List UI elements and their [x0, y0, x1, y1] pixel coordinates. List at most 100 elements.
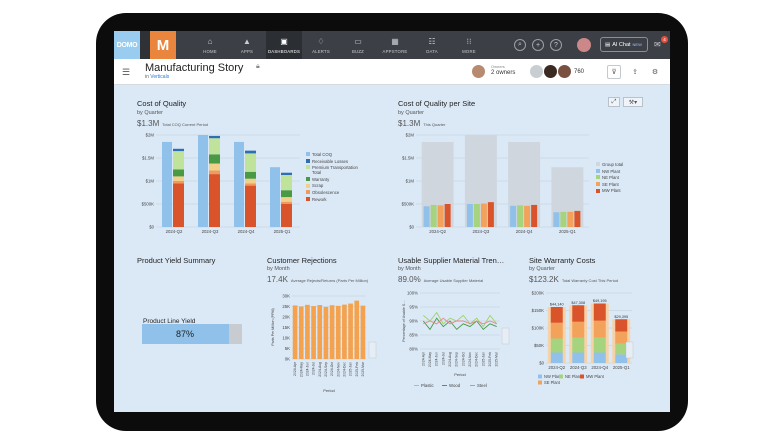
warranty-kpi-caption: Total Warranty Cost This Period [561, 278, 619, 283]
viewer-avatar[interactable] [558, 65, 571, 78]
nav-appstore-icon: ▦ [391, 36, 399, 46]
rejections-y-axis-label: Parts Per Million (PPM) [271, 308, 275, 345]
warranty-bar-segment [615, 343, 628, 355]
coq-subtitle: by Quarter [137, 110, 163, 116]
notifications-icon[interactable]: ✉ [654, 40, 661, 49]
supplier-x-tick-label: 2024-Nov [468, 352, 472, 367]
supplier-x-tick-label: 2024-Apr [421, 351, 425, 366]
rejections-kpi-caption: Average Rejects/Returns (Parts Per Milli… [290, 278, 369, 283]
coq-bar-segment [281, 190, 292, 198]
domo-logo[interactable]: DOMO [114, 31, 140, 59]
nav-item-appstore[interactable]: ▦ APPSTORE [377, 31, 413, 59]
coq-bar-segment [209, 174, 220, 227]
user-avatar[interactable] [577, 38, 591, 52]
coq-bar-total [270, 167, 280, 227]
warranty-bar-segment [615, 319, 628, 332]
legend-item[interactable]: SE Plant [596, 182, 636, 187]
page-title: Manufacturing Story [145, 62, 244, 74]
viewer-avatar[interactable] [544, 65, 557, 78]
viewers-count[interactable]: 760 [574, 69, 585, 75]
rejections-y-tick-label: 10K [282, 336, 290, 341]
coq-bar-total [234, 141, 244, 227]
hamburger-menu-icon[interactable]: ☰ [122, 67, 131, 77]
rejections-x-tick-label: 2024-Oct [330, 362, 334, 376]
warranty-title: Site Warranty Costs [529, 256, 596, 265]
warranty-y-tick-label: $150K [532, 308, 545, 313]
search-icon[interactable]: ⌕ [514, 39, 526, 51]
warranty-total-label: $29,395 [614, 315, 628, 319]
legend-item[interactable]: NE Plant [596, 175, 636, 180]
rejections-x-tick-label: 2025-Feb [355, 362, 359, 377]
coq-bar-segment [245, 150, 256, 154]
top-navigation-bar: DOMO M ⌂ HOME ▲ APPS ▣ DASHBOARDS ♢ ALERTS ▭ BUZZ… [114, 31, 670, 59]
legend-item[interactable]: Group total [596, 162, 636, 167]
legend-item[interactable]: Premium Transportation Total [306, 165, 360, 175]
owners-count[interactable]: 2 owners [491, 70, 516, 76]
warranty-bar-segment [593, 320, 606, 338]
coq-bar-segment [209, 138, 220, 155]
rejections-bar [323, 306, 329, 359]
nav-item-data[interactable]: ☷ DATA [414, 31, 450, 59]
site-bar [423, 206, 430, 227]
legend-label: Total COQ [312, 152, 333, 157]
supplier-x-tick-label: 2025-Feb [488, 352, 492, 367]
add-icon[interactable]: + [532, 39, 544, 51]
warranty-y-tick-label: $200K [532, 291, 545, 296]
nav-buzz-icon: ▭ [354, 36, 362, 46]
rejections-scroll-handle [368, 341, 377, 359]
legend-item[interactable]: Warranty [306, 177, 360, 182]
site-y-tick-label: $500K [402, 202, 415, 207]
site-bar [517, 205, 524, 227]
warranty-bar-segment [572, 321, 585, 338]
coq-site-legend: Group total NW Plant NE Plant SE Plant MW Pl… [596, 162, 636, 195]
site-bar [487, 202, 494, 227]
legend-label: Rework [312, 196, 327, 202]
rejections-bar [305, 304, 310, 359]
legend-item[interactable]: Obsolescence [306, 190, 360, 195]
share-icon[interactable]: ⇪ [632, 69, 638, 76]
supplier-y-tick-label: 80% [409, 347, 418, 352]
nav-item-dashboards[interactable]: ▣ DASHBOARDS [266, 31, 302, 59]
coq-x-tick-label: 2024-Q2 [166, 229, 183, 234]
supplier-x-tick-label: 2024-Jun [435, 352, 439, 366]
nav-item-home[interactable]: ⌂ HOME [192, 31, 228, 59]
warranty-legend-swatch [538, 380, 542, 385]
lock-icon[interactable]: 🔒︎ [256, 63, 260, 70]
legend-swatch [306, 165, 310, 170]
warranty-legend-label: NE Plant [565, 374, 582, 379]
legend-item[interactable]: NW Plant [596, 169, 636, 174]
verticals-link[interactable]: Verticals [150, 74, 170, 80]
nav-item-apps[interactable]: ▲ APPS [229, 31, 265, 59]
in-prefix: in [145, 74, 149, 80]
site-bar [574, 210, 581, 227]
legend-item[interactable]: Total COQ [306, 152, 360, 157]
filter-icon[interactable]: ⊽ [607, 65, 621, 79]
nav-item-buzz[interactable]: ▭ BUZZ [340, 31, 376, 59]
site-y-tick-label: $2M [406, 133, 415, 138]
supplier-legend-label: Wood [449, 383, 461, 388]
viewer-avatar[interactable] [530, 65, 543, 78]
app-menu-toggle[interactable] [140, 31, 150, 59]
legend-item[interactable]: Rework [306, 197, 360, 202]
app-logo[interactable]: M [150, 31, 176, 59]
legend-item[interactable]: Scrap [306, 183, 360, 188]
supplier-line-plastic [423, 311, 498, 328]
nav-item-more[interactable]: ⁝⁝ MORE [451, 31, 487, 59]
help-icon[interactable]: ? [550, 39, 562, 51]
ai-chat-button[interactable]: ▤ AI Chat NEW [600, 37, 648, 52]
warranty-total-label: $49,195 [593, 299, 607, 303]
legend-swatch [306, 158, 310, 163]
nav-item-alerts[interactable]: ♢ ALERTS [303, 31, 339, 59]
nav-item-label: APPSTORE [382, 48, 408, 54]
warranty-bar-segment [550, 352, 563, 363]
card-menu-icon[interactable]: ⚒▾ [623, 97, 643, 107]
coq-bar-segment [245, 153, 256, 172]
supplier-x-tick-label: 2024-Oct [461, 352, 465, 366]
coq-bar-segment [245, 185, 256, 227]
owner-avatar[interactable] [472, 65, 485, 78]
wrench-icon[interactable]: ⚙ [651, 69, 659, 76]
legend-item[interactable]: Receivable Losses [306, 159, 360, 164]
warranty-total-label: $47,308 [571, 301, 585, 305]
expand-icon[interactable]: ⤢ [608, 97, 620, 107]
legend-item[interactable]: MW Plant [596, 188, 636, 193]
